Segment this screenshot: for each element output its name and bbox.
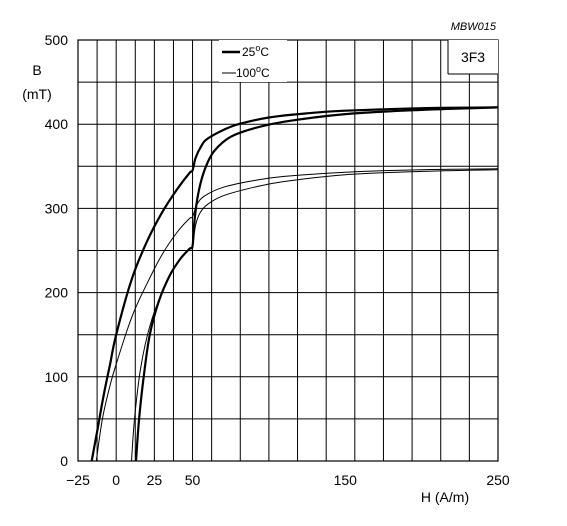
curve-25c-lower bbox=[134, 106, 499, 462]
legend-25c-unit: C bbox=[260, 45, 269, 59]
legend-25c-value: 25 bbox=[242, 45, 256, 59]
y-axis-symbol: B bbox=[32, 62, 41, 78]
curve-100c-lower bbox=[131, 169, 499, 462]
y-tick-label: 0 bbox=[60, 453, 68, 469]
legend-box bbox=[219, 40, 287, 82]
curve-100c-upper bbox=[95, 168, 499, 462]
x-tick-label: 150 bbox=[334, 472, 358, 488]
legend-25c-degree: o bbox=[255, 43, 260, 53]
x-tick-label: 250 bbox=[486, 472, 510, 488]
figure-id: MBW015 bbox=[451, 21, 497, 33]
grid-lines bbox=[77, 40, 498, 461]
curve-25c-upper bbox=[90, 106, 499, 462]
y-tick-label: 500 bbox=[45, 32, 69, 48]
legend-100c-unit: C bbox=[261, 66, 270, 80]
plot-frame bbox=[77, 39, 499, 462]
legend-entry-25c: 25oC bbox=[242, 43, 269, 59]
x-tick-label: 0 bbox=[112, 472, 120, 488]
legend-entry-100c: 100oC bbox=[236, 64, 270, 80]
x-axis-label: H (A/m) bbox=[421, 489, 469, 505]
y-tick-label: 400 bbox=[45, 116, 69, 132]
y-tick-label: 100 bbox=[45, 369, 69, 385]
y-tick-label: 200 bbox=[45, 285, 69, 301]
y-tick-labels: 0 100 200 300 400 500 bbox=[45, 32, 69, 469]
legend-100c-degree: o bbox=[256, 64, 261, 74]
x-tick-label: 50 bbox=[185, 472, 201, 488]
x-tick-labels: −25 0 25 50 150 250 bbox=[66, 472, 510, 488]
material-label-box bbox=[448, 40, 498, 74]
x-tick-label: −25 bbox=[66, 472, 90, 488]
material-label: 3F3 bbox=[461, 49, 485, 65]
legend-100c-value: 100 bbox=[236, 66, 256, 80]
legend: 25oC 100oC bbox=[219, 40, 287, 82]
x-tick-label: 25 bbox=[147, 472, 163, 488]
y-axis-unit: (mT) bbox=[22, 86, 52, 102]
curve-group bbox=[90, 106, 499, 462]
y-tick-label: 300 bbox=[45, 200, 69, 216]
